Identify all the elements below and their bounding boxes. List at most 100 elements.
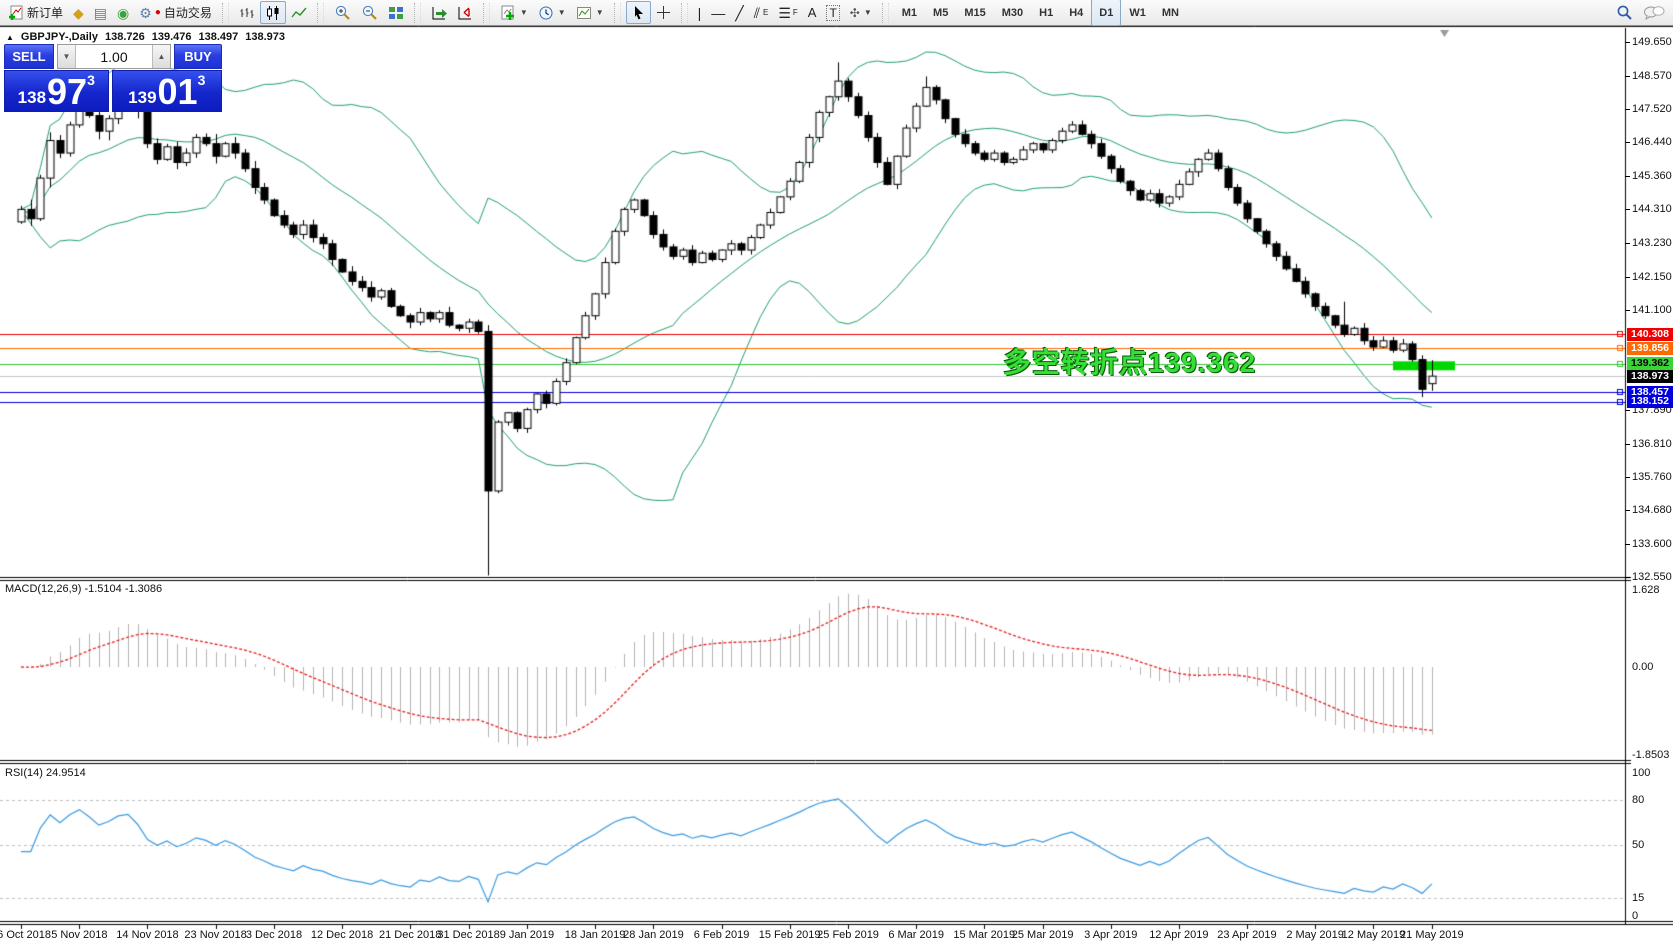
volume-decrease-button[interactable]: ▼ xyxy=(58,45,76,68)
timeframe-m15[interactable]: M15 xyxy=(964,6,986,19)
date-axis-label[interactable]: 25 Feb 2019 xyxy=(817,929,879,941)
fibonacci-tool[interactable]: ☰ F xyxy=(773,1,802,24)
rsi-axis-label: 15 xyxy=(1632,891,1645,904)
price-badge: 138.973 xyxy=(1627,369,1673,383)
arrows-tool[interactable]: ✣ ▼ xyxy=(845,1,877,24)
search-icon[interactable] xyxy=(1616,4,1633,21)
date-axis-label[interactable]: 15 Mar 2019 xyxy=(953,929,1016,941)
timeframe-m5[interactable]: M5 xyxy=(933,6,949,19)
chart-shift-button[interactable] xyxy=(452,1,478,24)
line-chart-button[interactable] xyxy=(286,1,312,24)
macd-axis-label: 1.628 xyxy=(1632,583,1660,596)
templates-button[interactable]: ▼ xyxy=(571,1,609,24)
zoom-out-button[interactable] xyxy=(356,1,383,24)
profiles-button[interactable]: ◆ xyxy=(68,1,89,24)
date-axis-label[interactable]: 25 Mar 2019 xyxy=(1011,929,1074,941)
chat-icon[interactable] xyxy=(1643,5,1665,21)
rsi-axis-label: 50 xyxy=(1632,839,1645,851)
channel-icon: ⫽ xyxy=(753,4,760,21)
date-axis-label[interactable]: 2 May 2019 xyxy=(1286,929,1344,941)
date-axis-label[interactable]: 23 Nov 2018 xyxy=(184,929,247,941)
tile-windows-icon xyxy=(388,6,403,19)
date-axis-label[interactable]: 3 Dec 2018 xyxy=(245,929,303,941)
toolbar-separator xyxy=(482,2,490,23)
bar-chart-button[interactable] xyxy=(234,1,260,24)
buy-price-sup: 3 xyxy=(197,72,206,88)
date-axis-label[interactable]: 26 Oct 2018 xyxy=(0,929,51,941)
date-axis-label[interactable]: 21 May 2019 xyxy=(1400,929,1464,941)
rsi-axis-label: 100 xyxy=(1632,767,1651,779)
date-axis-label[interactable]: 15 Feb 2019 xyxy=(758,929,821,941)
timeframe-d1[interactable]: D1 xyxy=(1091,0,1122,26)
date-axis-label[interactable]: 9 Jan 2019 xyxy=(499,929,555,941)
collapse-icon[interactable]: ▲ xyxy=(6,32,14,42)
macd-axis-label: -1.8503 xyxy=(1632,748,1670,761)
sell-price[interactable]: 138 97 3 xyxy=(4,70,109,112)
cursor-button[interactable] xyxy=(625,1,651,24)
toolbar-separator xyxy=(881,2,889,23)
crosshair-button[interactable] xyxy=(651,1,676,24)
date-axis-label[interactable]: 6 Mar 2019 xyxy=(888,929,944,941)
timeframe-mn[interactable]: MN xyxy=(1161,6,1179,19)
buy-price[interactable]: 139 01 3 xyxy=(111,70,222,112)
date-axis-label[interactable]: 31 Dec 2018 xyxy=(437,929,500,941)
date-axis-label[interactable]: 28 Jan 2019 xyxy=(623,929,684,941)
date-axis-label[interactable]: 23 Apr 2019 xyxy=(1217,929,1277,941)
vertical-line-tool[interactable]: | xyxy=(693,1,707,24)
price-tickmark xyxy=(1625,276,1630,278)
date-axis-label[interactable]: 21 Dec 2018 xyxy=(378,929,442,941)
channel-tool[interactable]: ⫽ E xyxy=(749,1,774,24)
date-axis-label[interactable]: 5 Nov 2018 xyxy=(51,929,108,941)
date-axis-label[interactable]: 12 Dec 2018 xyxy=(310,929,374,941)
vertical-line-icon: | xyxy=(697,4,702,21)
date-axis-label[interactable]: 18 Jan 2019 xyxy=(564,929,626,941)
timeframe-m1[interactable]: M1 xyxy=(901,6,918,19)
candlestick-chart-button[interactable] xyxy=(259,1,286,24)
text-label-tool[interactable]: T xyxy=(821,1,844,24)
timeframe-h4[interactable]: H4 xyxy=(1069,6,1084,19)
ohlc-high: 139.476 xyxy=(151,31,192,43)
indicators-button[interactable]: ▼ xyxy=(495,1,533,24)
new-order-button[interactable]: 新订单 xyxy=(3,1,68,24)
volume-increase-button[interactable]: ▲ xyxy=(152,45,170,68)
sell-button[interactable]: SELL xyxy=(4,44,54,69)
bar-chart-icon xyxy=(240,7,254,18)
dropdown-caret: ▼ xyxy=(595,8,604,17)
date-axis-label[interactable]: 12 Apr 2019 xyxy=(1149,929,1209,941)
volume-input[interactable]: 1.00 xyxy=(100,48,128,65)
zoom-in-icon xyxy=(335,5,350,20)
price-tickmark xyxy=(1625,75,1630,77)
metaeditor-icon: ▤ xyxy=(93,4,108,21)
price-tick-label: 132.550 xyxy=(1632,571,1672,583)
timeframe-m30[interactable]: M30 xyxy=(1001,6,1024,19)
timeframe-w1[interactable]: W1 xyxy=(1129,6,1146,19)
horizontal-line-tool[interactable]: — xyxy=(706,1,730,24)
tile-windows-button[interactable] xyxy=(383,1,409,24)
text-tool-label: A xyxy=(807,4,817,20)
zoom-in-button[interactable] xyxy=(329,1,356,24)
signals-button[interactable]: ◉ xyxy=(112,1,134,24)
price-badge: 138.152 xyxy=(1627,395,1673,409)
chart-shift-icon xyxy=(458,6,471,19)
buy-price-main: 139 xyxy=(128,88,157,107)
periods-button[interactable]: ▼ xyxy=(533,1,571,24)
metaeditor-button[interactable]: ▤ xyxy=(89,1,112,24)
auto-trading-button[interactable]: ⚙ ● 自动交易 xyxy=(134,1,217,24)
toolbar-separator xyxy=(613,2,621,23)
crosshair-icon xyxy=(656,6,670,19)
timeframe-h1[interactable]: H1 xyxy=(1039,6,1054,19)
sell-price-sup: 3 xyxy=(87,72,95,88)
auto-scroll-button[interactable] xyxy=(426,1,452,24)
buy-button[interactable]: BUY xyxy=(174,44,222,69)
date-axis-label[interactable]: 14 Nov 2018 xyxy=(116,929,179,941)
auto-trading-icon: ⚙ xyxy=(139,4,152,21)
date-axis-label[interactable]: 3 Apr 2019 xyxy=(1084,929,1138,941)
text-tool[interactable]: A xyxy=(803,1,822,24)
trendline-tool[interactable]: ╱ xyxy=(730,1,748,24)
turning-point-annotation[interactable]: 多空转折点139.362 xyxy=(1003,347,1257,378)
date-axis-label[interactable]: 12 May 2019 xyxy=(1341,929,1406,941)
price-tick-label: 141.100 xyxy=(1632,303,1672,316)
date-axis-label[interactable]: 6 Feb 2019 xyxy=(693,929,750,941)
